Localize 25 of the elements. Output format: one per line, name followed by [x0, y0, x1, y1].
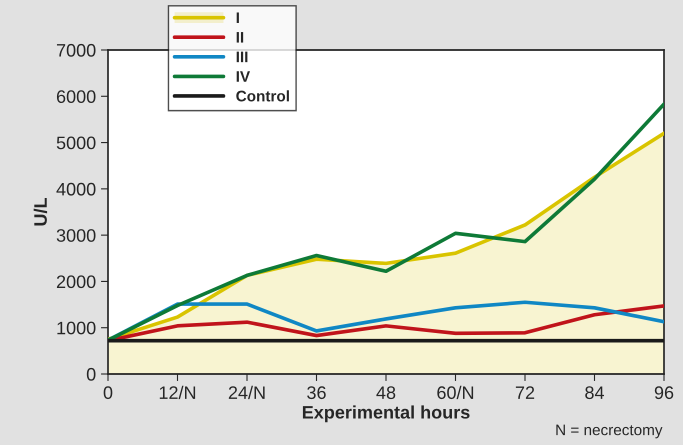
text: N = necrectomy — [556, 424, 662, 438]
legend-label: IV — [236, 71, 250, 82]
x-tick-label: 84 — [585, 386, 604, 400]
x-axis-title: Experimental hours — [302, 405, 470, 422]
y-axis-title: U/L — [34, 198, 48, 226]
y-tick-label: 0 — [86, 368, 96, 381]
x-tick-label: 48 — [376, 386, 396, 400]
x-tick-label: 96 — [654, 386, 674, 400]
y-tick-label: 3000 — [56, 229, 96, 242]
y-tick-label: 1000 — [57, 322, 96, 334]
y-tick-label: 6000 — [56, 90, 96, 104]
x-tick-label: 36 — [307, 386, 326, 400]
x-tick-label: 72 — [516, 386, 534, 399]
y-tick-label: 2000 — [56, 275, 96, 288]
x-tick-label: 0 — [104, 386, 112, 400]
x-tick-label: 12/N — [160, 386, 196, 400]
y-tick-label: 4000 — [56, 182, 96, 196]
legend-label: I — [236, 12, 239, 23]
x-tick-label: 24/N — [228, 386, 265, 400]
legend-label: Control — [236, 90, 289, 102]
x-tick-label: 60/N — [437, 386, 474, 400]
y-tick-label: 5000 — [56, 136, 96, 150]
legend-label: III — [236, 52, 248, 62]
legend-label: II — [236, 32, 244, 43]
y-tick-label: 7000 — [56, 44, 96, 57]
